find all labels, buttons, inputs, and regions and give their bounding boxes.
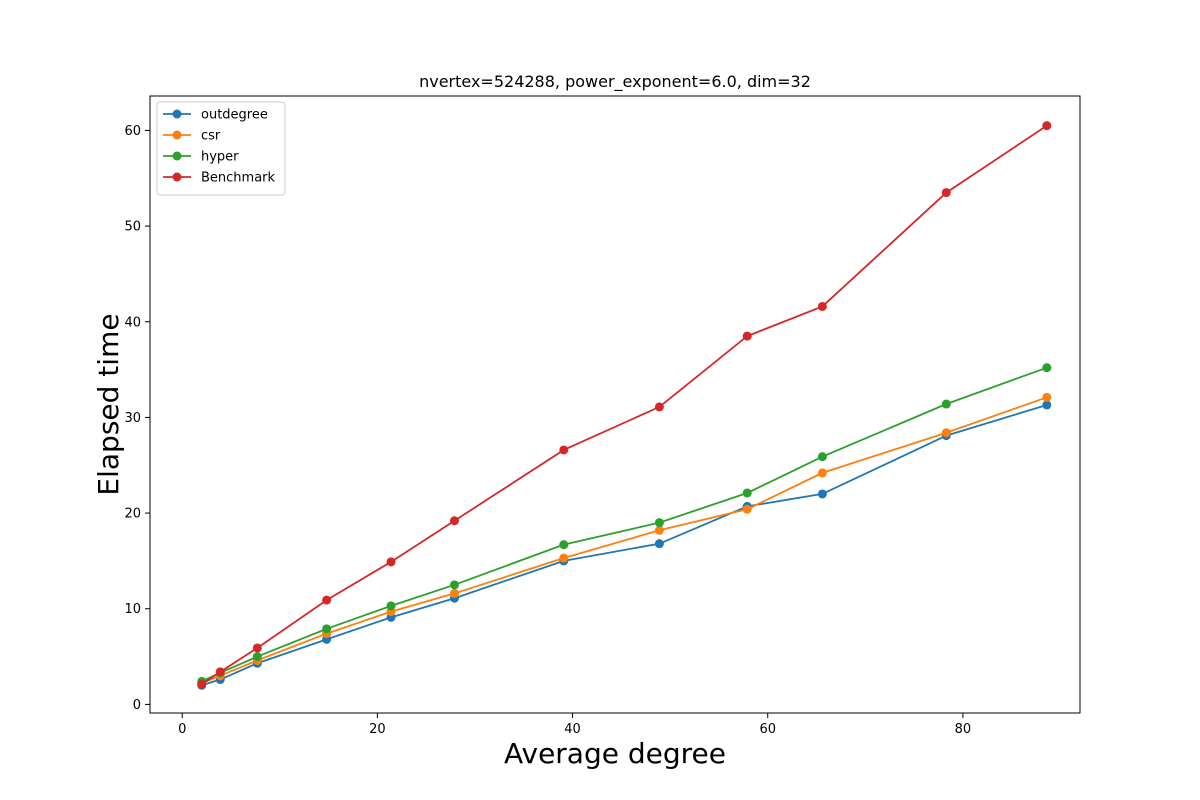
data-point-hyper	[742, 488, 752, 498]
data-point-benchmark	[941, 188, 951, 198]
series-line-hyper	[201, 366, 1048, 683]
data-point-benchmark	[215, 667, 225, 677]
data-point-hyper	[386, 601, 396, 611]
y-tick-label: 10	[124, 602, 141, 617]
data-point-benchmark	[322, 595, 332, 605]
data-point-csr	[559, 553, 569, 563]
x-tick-label: 20	[369, 722, 386, 737]
data-point-benchmark	[559, 445, 569, 455]
x-tick-label: 80	[955, 722, 972, 737]
chart-title: nvertex=524288, power_exponent=6.0, dim=…	[419, 72, 811, 92]
plot-frame	[149, 95, 1081, 714]
data-point-benchmark	[742, 331, 752, 341]
x-tick-label: 40	[564, 722, 581, 737]
legend-label-benchmark: Benchmark	[201, 171, 276, 186]
data-point-csr	[1042, 392, 1052, 402]
data-point-benchmark	[1042, 121, 1052, 131]
legend: outdegree csr hyper Benchmark	[156, 101, 286, 196]
series-line-csr	[201, 396, 1048, 685]
series-line-benchmark	[201, 124, 1048, 686]
y-tick-label: 50	[124, 220, 141, 235]
y-tick-label: 40	[124, 315, 141, 330]
legend-marker-benchmark	[172, 172, 182, 182]
data-point-hyper	[941, 399, 951, 409]
data-point-benchmark	[817, 301, 827, 311]
data-point-benchmark	[654, 402, 664, 412]
y-tick-label: 60	[124, 124, 141, 139]
data-point-benchmark	[386, 557, 396, 567]
data-point-benchmark	[252, 643, 262, 653]
data-point-hyper	[817, 452, 827, 462]
data-point-csr	[654, 525, 664, 535]
legend-marker-outdegree	[172, 109, 182, 119]
data-point-csr	[449, 588, 459, 598]
data-point-hyper	[1042, 363, 1052, 373]
legend-marker-csr	[172, 130, 182, 140]
data-point-benchmark	[197, 679, 207, 689]
data-point-csr	[941, 428, 951, 438]
legend-label-csr: csr	[201, 129, 221, 144]
axis-ticks: 0 20 40 60 80 0 10 20 30 40 50 60	[124, 124, 971, 737]
data-point-hyper	[252, 652, 262, 662]
legend-marker-hyper	[172, 151, 182, 161]
data-point-csr	[742, 504, 752, 514]
data-point-outdegree	[1042, 400, 1052, 410]
y-tick-label: 20	[124, 507, 141, 522]
data-point-hyper	[322, 624, 332, 634]
series-line-outdegree	[201, 404, 1048, 687]
x-axis-label: Average degree	[504, 737, 726, 770]
data-point-hyper	[654, 518, 664, 528]
legend-label-hyper: hyper	[201, 150, 239, 165]
plot-series	[197, 121, 1052, 690]
data-point-hyper	[559, 540, 569, 550]
y-tick-label: 30	[124, 411, 141, 426]
data-point-benchmark	[449, 516, 459, 526]
legend-label-outdegree: outdegree	[201, 108, 268, 123]
data-point-csr	[817, 468, 827, 478]
x-tick-label: 60	[759, 722, 776, 737]
y-tick-label: 0	[133, 698, 141, 713]
legend-box	[156, 101, 286, 196]
data-point-outdegree	[654, 539, 664, 549]
x-tick-label: 0	[178, 722, 186, 737]
data-point-hyper	[449, 580, 459, 590]
data-point-outdegree	[817, 489, 827, 499]
y-axis-label: Elapsed time	[92, 313, 125, 495]
